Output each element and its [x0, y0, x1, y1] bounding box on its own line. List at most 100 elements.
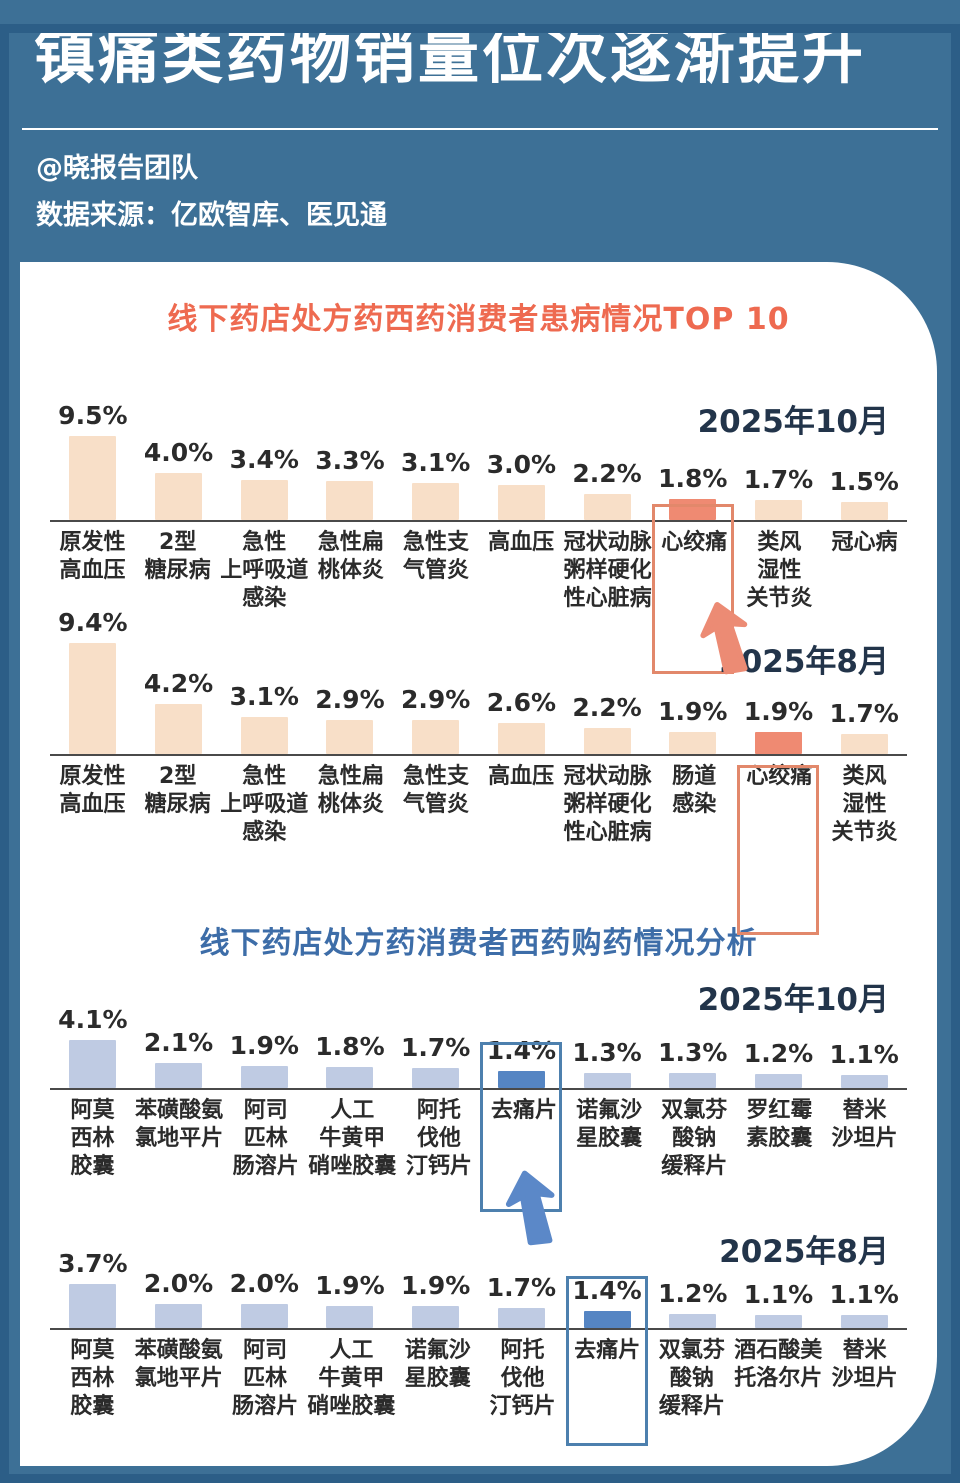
bar	[412, 719, 460, 754]
bar-column: 1.2%	[650, 1279, 736, 1328]
highlight-box	[651, 503, 734, 674]
labels-row: 原发性 高血压 2型 糖尿病 急性 上呼吸道 感染 急性扁 桃体炎 急性支 气管炎 高血压…	[50, 522, 907, 614]
category-label: 类风 湿性 关节炎	[746, 530, 813, 612]
category-label: 人工 牛黄甲 硝唑胶囊	[307, 1338, 396, 1420]
bar	[155, 472, 203, 520]
up-arrow-icon	[505, 1170, 555, 1246]
bar	[497, 723, 545, 754]
value-label: 3.1%	[400, 448, 471, 478]
bar-column: 2.0%	[136, 1269, 222, 1328]
bar-column: 2.6%	[479, 688, 565, 754]
category-label: 诺氟沙 星胶囊	[576, 1098, 643, 1152]
category-label: 阿莫 西林 胶囊	[70, 1098, 115, 1180]
bar-column: 1.9%	[221, 1031, 307, 1088]
category-label: 人工 牛黄甲 硝唑胶囊	[308, 1098, 397, 1180]
category-label: 阿莫 西林 胶囊	[70, 1338, 115, 1420]
bar	[155, 704, 203, 754]
bar	[669, 1313, 717, 1328]
category-label: 肠道 感染	[672, 764, 717, 818]
category-label: 替米 沙坦片	[831, 1098, 898, 1152]
bar	[669, 731, 717, 754]
value-label: 1.4%	[486, 1036, 557, 1066]
period-label-august: 2025年8月	[719, 1234, 889, 1270]
category-label: 阿托 伐他 汀钙片	[489, 1338, 556, 1420]
bar-column: 1.1%	[736, 1280, 822, 1328]
chart-diseases-august: 2025年8月 9.4% 4.2% 3.1% 2.9% 2.9% 2.6% 2.2% 1.9%…	[50, 606, 907, 935]
bar-column: 1.7%	[736, 465, 822, 520]
category-label: 心绞痛	[746, 764, 813, 789]
category-label: 类风 湿性 关节炎	[831, 764, 898, 846]
value-label: 9.4%	[58, 608, 128, 638]
bar-column: 1.1%	[821, 1280, 907, 1328]
bar-column: 2.2%	[564, 459, 650, 520]
bar-column: 4.0%	[136, 438, 222, 520]
highlighted-bar	[583, 1311, 631, 1328]
bars-row: 9.5% 4.0% 3.4% 3.3% 3.1% 3.0% 2.2% 1.8% 1.7% 1.5%	[50, 400, 907, 674]
bar	[754, 499, 802, 520]
category-label: 罗红霉 素胶囊	[746, 1098, 813, 1152]
category-label: 急性支 气管炎	[402, 764, 469, 818]
bar-column: 1.8%	[650, 463, 736, 674]
value-label: 3.0%	[486, 449, 557, 479]
bar	[412, 1067, 460, 1088]
header-divider	[22, 127, 938, 130]
value-label: 3.3%	[315, 446, 385, 476]
category-label: 苯磺酸氨 氯地平片	[135, 1098, 224, 1152]
bar	[155, 1304, 203, 1328]
value-label: 2.0%	[143, 1269, 214, 1299]
bar	[69, 436, 117, 520]
bar-column: 2.9%	[393, 685, 479, 754]
value-label: 1.1%	[829, 1040, 899, 1070]
category-label: 2型 糖尿病	[144, 764, 211, 818]
value-label: 1.3%	[658, 1037, 728, 1067]
bar	[326, 1305, 374, 1328]
bar-column: 2.9%	[307, 685, 393, 754]
chart-purchases-october: 2025年10月 4.1% 2.1% 1.9% 1.8% 1.7% 1.4% 1.3% 1.3…	[50, 974, 907, 1213]
value-label: 1.7%	[400, 1032, 471, 1062]
value-label: 1.9%	[229, 1030, 299, 1060]
value-label: 2.9%	[400, 684, 471, 714]
value-label: 1.7%	[829, 698, 899, 728]
bar	[155, 1063, 203, 1088]
bar	[497, 1307, 545, 1328]
bar-column: 3.3%	[307, 446, 393, 520]
chart-purchases-august: 2025年8月 3.7% 2.0% 2.0% 1.9% 1.9% 1.7% 1.4% 1.2%…	[50, 1182, 907, 1447]
category-label: 急性支 气管炎	[402, 530, 469, 584]
category-label: 苯磺酸氨 氯地平片	[134, 1338, 223, 1392]
page-title: 镇痛类药物销量位次逐渐提升	[34, 21, 867, 92]
chart-diseases-october: 2025年10月 9.5% 4.0% 3.4% 3.3% 3.1% 3.0% 2.2% 1.8…	[50, 400, 907, 674]
category-label: 急性 上呼吸道 感染	[220, 530, 309, 612]
bar-column: 2.0%	[221, 1269, 307, 1328]
bar-column: 2.2%	[564, 693, 650, 754]
value-label: 4.0%	[143, 437, 214, 467]
category-label: 原发性 高血压	[59, 530, 126, 584]
bar	[326, 1066, 374, 1088]
data-source: 数据来源：亿欧智库、医见通	[36, 199, 387, 231]
category-label: 阿司 匹林 肠溶片	[232, 1338, 299, 1420]
bar	[69, 1284, 117, 1328]
labels-row: 原发性 高血压 2型 糖尿病 急性 上呼吸道 感染 急性扁 桃体炎 急性支 气管炎 高血压…	[50, 756, 907, 848]
period-label-october: 2025年10月	[697, 982, 889, 1018]
bar	[754, 1073, 802, 1088]
category-label: 心绞痛	[661, 530, 728, 555]
category-label: 高血压	[488, 764, 555, 789]
value-label: 2.2%	[572, 459, 642, 489]
bar	[583, 1072, 631, 1088]
category-label: 阿司 匹林 肠溶片	[232, 1098, 299, 1180]
bar	[840, 1075, 888, 1088]
value-label: 1.8%	[315, 1031, 385, 1061]
bar-column: 4.2%	[136, 669, 222, 754]
bar-column: 3.4%	[221, 445, 307, 520]
category-label: 去痛片	[490, 1098, 557, 1123]
bar-column: 1.9%	[307, 1271, 393, 1328]
value-label: 4.2%	[143, 669, 214, 699]
value-label: 1.9%	[658, 696, 728, 726]
bar	[840, 733, 888, 754]
category-label: 诺氟沙 星胶囊	[404, 1338, 471, 1392]
value-label: 1.9%	[743, 696, 814, 726]
bar	[69, 643, 117, 754]
highlighted-bar	[754, 731, 802, 754]
bar-column: 4.1%	[50, 1005, 136, 1088]
bar	[240, 1304, 288, 1328]
value-label: 1.8%	[658, 463, 728, 493]
